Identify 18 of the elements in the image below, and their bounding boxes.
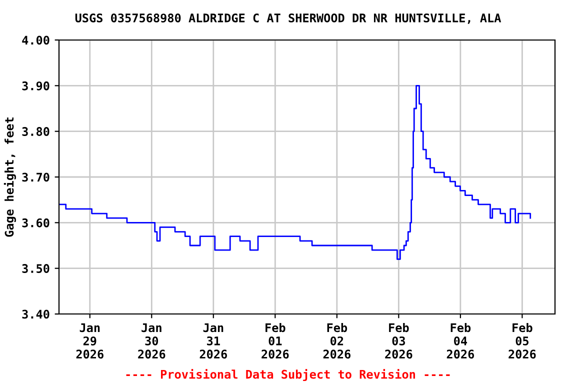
y-tick-label: 4.00	[22, 36, 50, 45]
y-tick-label: 3.80	[22, 127, 50, 136]
x-tick-label: Jan 30 2026	[138, 323, 166, 359]
x-tick-label: Feb 03 2026	[385, 323, 412, 359]
text: ---- Provisional Data Subject to Revision ----	[126, 368, 450, 382]
x-tick-label: Feb 05 2026	[508, 323, 536, 359]
chart-title: USGS 0357568980 ALDRIDGE C AT SHERWOOD DR NR HUNTSVILLE, ALA	[75, 13, 502, 24]
y-tick-label: 3.40	[22, 310, 50, 319]
x-tick-label: Feb 04 2026	[446, 323, 474, 359]
y-tick-label: 3.90	[22, 81, 50, 90]
y-tick-label: 3.70	[22, 172, 50, 182]
x-tick-label: Jan 29 2026	[76, 323, 104, 359]
x-tick-label: Feb 01 2026	[262, 323, 289, 359]
y-tick-label: 3.60	[22, 218, 50, 228]
y-axis-title: Gage height, feet	[4, 118, 16, 237]
x-tick-label: Jan 31 2026	[200, 323, 227, 359]
x-tick-label: Feb 02 2026	[323, 323, 350, 359]
y-tick-label: 3.50	[22, 264, 50, 273]
